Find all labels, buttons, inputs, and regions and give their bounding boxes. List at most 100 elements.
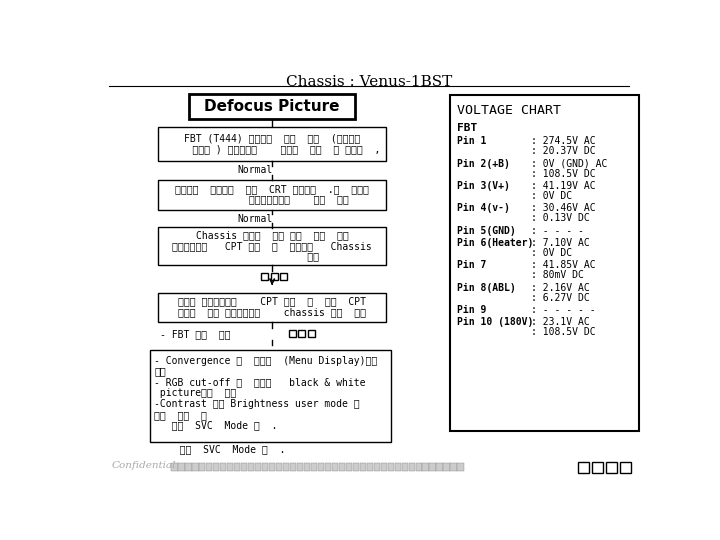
FancyBboxPatch shape	[620, 462, 631, 473]
Text: Pin 2(+B): Pin 2(+B)	[457, 159, 510, 169]
Text: : 7.10V AC: : 7.10V AC	[531, 238, 590, 248]
Text: की  SVC  Mode म  .: की SVC Mode म .	[154, 421, 278, 430]
FancyBboxPatch shape	[402, 463, 408, 470]
FancyBboxPatch shape	[381, 463, 387, 470]
Text: : 0.13V DC: : 0.13V DC	[531, 213, 590, 224]
Text: - FBT चक  कर: - FBT चक कर	[160, 329, 230, 339]
FancyBboxPatch shape	[289, 330, 296, 338]
Text: की: की	[225, 251, 319, 261]
FancyBboxPatch shape	[158, 127, 386, 161]
FancyBboxPatch shape	[449, 95, 639, 430]
FancyBboxPatch shape	[578, 462, 589, 473]
FancyBboxPatch shape	[290, 463, 296, 470]
Text: pictureचक  कर: pictureचक कर	[154, 388, 237, 398]
FancyBboxPatch shape	[346, 463, 352, 470]
FancyBboxPatch shape	[436, 463, 443, 470]
Text: - Convergence क  लिए  (Menu Display)चक: - Convergence क लिए (Menu Display)चक	[154, 356, 377, 366]
FancyBboxPatch shape	[228, 463, 233, 470]
FancyBboxPatch shape	[297, 463, 303, 470]
FancyBboxPatch shape	[299, 330, 305, 338]
FancyBboxPatch shape	[332, 463, 338, 470]
FancyBboxPatch shape	[366, 463, 373, 470]
Text: - RGB cut-off क  लिए   black & white: - RGB cut-off क लिए black & white	[154, 377, 366, 387]
FancyBboxPatch shape	[353, 463, 359, 470]
Text: फोकस  वायर  की  CRT साकट  .क  साथ: फोकस वायर की CRT साकट .क साथ	[175, 184, 369, 194]
FancyBboxPatch shape	[387, 463, 394, 470]
Text: Pin 10 (180V): Pin 10 (180V)	[457, 318, 534, 327]
FancyBboxPatch shape	[280, 273, 287, 280]
FancyBboxPatch shape	[276, 463, 282, 470]
Text: Pin 9: Pin 9	[457, 305, 487, 315]
FancyBboxPatch shape	[248, 463, 254, 470]
FancyBboxPatch shape	[241, 463, 248, 470]
Text: सट  कर  न: सट कर न	[154, 410, 207, 420]
Text: : 41.19V AC: : 41.19V AC	[531, 181, 595, 191]
FancyBboxPatch shape	[325, 463, 331, 470]
FancyBboxPatch shape	[189, 94, 355, 119]
FancyBboxPatch shape	[158, 226, 386, 265]
Text: फिटिंगट    चक  कर: फिटिंगट चक कर	[196, 194, 348, 205]
Text: परोबलम   CPT की  ह  अथवा   Chassis: परोबलम CPT की ह अथवा Chassis	[172, 241, 372, 251]
Text: : 0V (GND) AC: : 0V (GND) AC	[531, 159, 608, 168]
FancyBboxPatch shape	[150, 350, 391, 442]
Text: : 108.5V DC: : 108.5V DC	[531, 327, 595, 338]
Text: : - - - -: : - - - -	[531, 226, 584, 236]
FancyBboxPatch shape	[269, 463, 275, 470]
FancyBboxPatch shape	[311, 463, 317, 470]
Text: : 0V DC: : 0V DC	[531, 191, 572, 201]
Text: पोट ) सकरीन    पोट  को  न छड़  ,: पोट ) सकरीन पोट को न छड़ ,	[163, 144, 381, 154]
FancyBboxPatch shape	[423, 463, 428, 470]
FancyBboxPatch shape	[395, 463, 401, 470]
FancyBboxPatch shape	[158, 180, 386, 210]
FancyBboxPatch shape	[606, 462, 617, 473]
FancyBboxPatch shape	[304, 463, 310, 470]
Text: Pin 5(GND): Pin 5(GND)	[457, 226, 516, 236]
FancyBboxPatch shape	[220, 463, 226, 470]
Text: : 274.5V AC: : 274.5V AC	[531, 137, 595, 146]
Text: Pin 4(v-): Pin 4(v-)	[457, 204, 510, 213]
Text: : 20.37V DC: : 20.37V DC	[531, 146, 595, 157]
Text: : 6.27V DC: : 6.27V DC	[531, 293, 590, 303]
Text: Confidential: Confidential	[112, 461, 176, 470]
FancyBboxPatch shape	[415, 463, 422, 470]
FancyBboxPatch shape	[271, 273, 277, 280]
Text: : 2.16V AC: : 2.16V AC	[531, 283, 590, 293]
Text: Chassis बदल  और चक  कर  की: Chassis बदल और चक कर की	[196, 230, 348, 240]
FancyBboxPatch shape	[179, 463, 184, 470]
FancyBboxPatch shape	[262, 463, 269, 470]
Text: VOLTAGE CHART: VOLTAGE CHART	[457, 104, 562, 117]
FancyBboxPatch shape	[457, 463, 464, 470]
FancyBboxPatch shape	[213, 463, 220, 470]
Text: FBT (T444) फोकस  सट  कर  (फोकस: FBT (T444) फोकस सट कर (फोकस	[184, 133, 360, 143]
Text: : 30.46V AC: : 30.46V AC	[531, 204, 595, 213]
Text: : 41.85V AC: : 41.85V AC	[531, 260, 595, 271]
FancyBboxPatch shape	[171, 463, 178, 470]
FancyBboxPatch shape	[318, 463, 324, 470]
Text: -Contrast और Brightness user mode म: -Contrast और Brightness user mode म	[154, 399, 360, 409]
Text: : 0V DC: : 0V DC	[531, 248, 572, 258]
Text: : - - - - -: : - - - - -	[531, 305, 595, 315]
Text: Pin 7: Pin 7	[457, 260, 487, 271]
FancyBboxPatch shape	[444, 463, 449, 470]
Text: : 80mV DC: : 80mV DC	[531, 271, 584, 280]
FancyBboxPatch shape	[451, 463, 456, 470]
FancyBboxPatch shape	[206, 463, 212, 470]
FancyBboxPatch shape	[339, 463, 345, 470]
Text: Normal: Normal	[238, 214, 273, 224]
FancyBboxPatch shape	[374, 463, 380, 470]
Text: Pin 6(Heater): Pin 6(Heater)	[457, 238, 534, 248]
Text: Pin 1: Pin 1	[457, 137, 487, 146]
Text: : 108.5V DC: : 108.5V DC	[531, 168, 595, 179]
Text: Normal: Normal	[238, 165, 273, 176]
FancyBboxPatch shape	[199, 463, 205, 470]
Text: बदल  और दुबारा    chassis चक  कर: बदल और दुबारा chassis चक कर	[178, 307, 366, 317]
FancyBboxPatch shape	[255, 463, 261, 470]
Text: Chassis : Venus-1BST: Chassis : Venus-1BST	[286, 75, 452, 89]
FancyBboxPatch shape	[261, 273, 269, 280]
FancyBboxPatch shape	[158, 293, 386, 322]
Text: यदि परोबलम    CPT की  ह  तो  CPT: यदि परोबलम CPT की ह तो CPT	[178, 296, 366, 306]
Text: की  SVC  Mode म  .: की SVC Mode म .	[162, 444, 285, 455]
Text: कर: कर	[154, 367, 166, 376]
FancyBboxPatch shape	[283, 463, 289, 470]
Text: FBT: FBT	[457, 123, 477, 132]
